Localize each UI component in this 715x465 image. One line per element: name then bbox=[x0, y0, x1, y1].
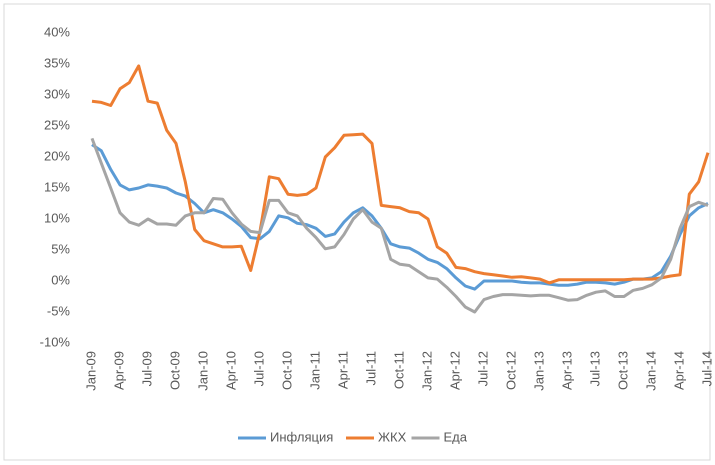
x-tick-label: Jul-14 bbox=[699, 351, 714, 386]
x-tick-label: Jul-13 bbox=[587, 351, 602, 386]
x-tick-label: Jan-13 bbox=[531, 351, 546, 391]
y-tick-label: 0% bbox=[51, 272, 70, 287]
series-line bbox=[91, 64, 710, 285]
x-tick-label: Apr-13 bbox=[559, 351, 574, 390]
x-tick-label: Jan-11 bbox=[307, 351, 322, 390]
y-tick-label: 25% bbox=[44, 117, 70, 132]
x-tick-label: Oct-09 bbox=[167, 351, 182, 390]
y-tick-label: 15% bbox=[44, 179, 70, 194]
chart-border bbox=[3, 3, 711, 461]
x-tick-label: Jan-10 bbox=[195, 351, 210, 391]
x-tick-label: Jan-09 bbox=[83, 351, 98, 391]
x-tick-label: Jul-10 bbox=[251, 351, 266, 386]
x-tick-label: Apr-14 bbox=[671, 351, 686, 390]
y-tick-label: 5% bbox=[51, 241, 70, 256]
y-tick-label: 35% bbox=[44, 55, 70, 70]
y-tick-label: -10% bbox=[40, 334, 71, 349]
legend-label: Инфляция bbox=[270, 429, 333, 444]
series-line bbox=[91, 143, 709, 291]
x-tick-label: Apr-09 bbox=[111, 351, 126, 390]
legend-label: ЖКХ bbox=[378, 429, 407, 444]
x-tick-label: Apr-11 bbox=[335, 351, 350, 389]
x-tick-label: Oct-11 bbox=[391, 351, 406, 389]
x-tick-label: Oct-12 bbox=[503, 351, 518, 390]
x-tick-label: Jul-09 bbox=[139, 351, 154, 386]
x-tick-label: Jan-14 bbox=[643, 351, 658, 391]
y-tick-label: 30% bbox=[44, 86, 70, 101]
series-line bbox=[90, 137, 709, 314]
x-tick-label: Oct-13 bbox=[615, 351, 630, 390]
x-tick-label: Oct-10 bbox=[279, 351, 294, 390]
y-tick-label: 20% bbox=[44, 148, 70, 163]
x-tick-label: Jul-11 bbox=[363, 351, 378, 385]
legend-label: Еда bbox=[444, 429, 468, 444]
x-tick-label: Jan-12 bbox=[419, 351, 434, 391]
x-tick-label: Jul-12 bbox=[475, 351, 490, 386]
x-tick-label: Apr-12 bbox=[447, 351, 462, 390]
y-tick-label: -5% bbox=[47, 303, 71, 318]
y-tick-label: 10% bbox=[44, 210, 70, 225]
y-tick-label: 40% bbox=[44, 24, 70, 39]
x-tick-label: Apr-10 bbox=[223, 351, 238, 390]
